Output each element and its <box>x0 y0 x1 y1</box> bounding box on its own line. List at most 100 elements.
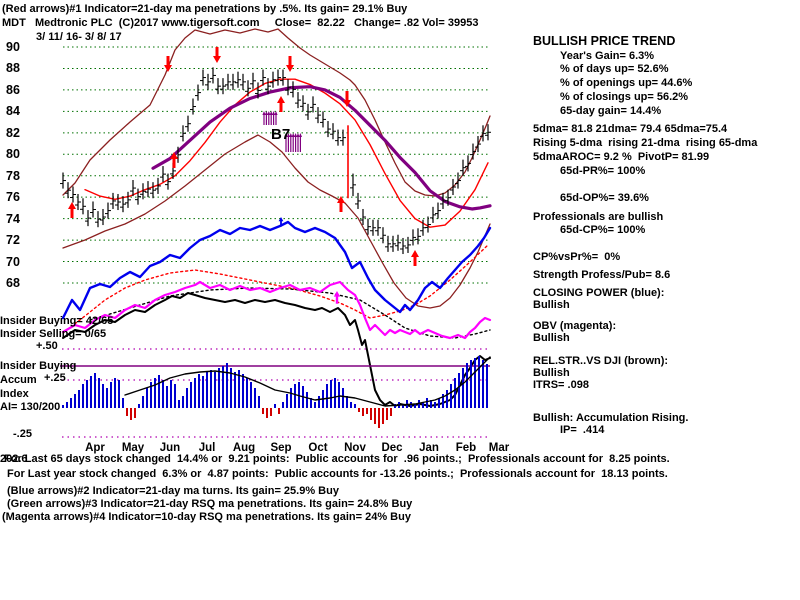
days-up: % of days up= 52.6% <box>560 63 669 75</box>
accum-state: Bullish: Accumulation Rising. <box>533 412 689 424</box>
ai-title-1: Insider Buying <box>0 360 77 372</box>
dma-values: 5dma= 81.8 21dma= 79.4 65dma=75.4 <box>533 123 728 135</box>
closing-power-line <box>61 220 492 320</box>
professionals: Professionals are bullish <box>533 211 664 223</box>
y-axis-label-72: 72 <box>6 233 20 248</box>
x-axis-month-Dec: Dec <box>381 442 403 454</box>
buy-signal-red-up-arrow <box>170 152 178 168</box>
buy-signal-red-up-arrow <box>277 96 285 112</box>
insider-buying-hatch-tip <box>294 133 298 137</box>
aroc-pivot: 5dmaAROC= 9.2 % PivotP= 81.99 <box>533 151 710 163</box>
x-axis-month-Oct: Oct <box>308 442 328 454</box>
insider-buying-hatch-tip <box>286 133 290 137</box>
indicator4-legend: (Magenta arrows)#4 Indicator=10-day RSQ … <box>2 511 411 523</box>
ai-value: AI= 130/200 <box>0 401 61 413</box>
insider-selling-count: Insider Selling= 0/65 <box>0 328 107 340</box>
x-axis-month-May: May <box>121 442 145 454</box>
closing-power-head: CLOSING POWER (blue): <box>533 287 665 299</box>
y-axis-label-74: 74 <box>6 211 20 226</box>
obv-line <box>61 280 492 340</box>
y-axis-label-78: 78 <box>6 168 20 183</box>
strength: Strength Profess/Pub= 8.6 <box>533 269 671 281</box>
lower-band-line <box>62 134 491 309</box>
years-gain: Year's Gain= 6.3% <box>560 50 655 62</box>
sell-signal-red-down-arrow <box>286 56 294 72</box>
indicator3-legend: (Green arrows)#3 Indicator=21-day RSQ ma… <box>7 498 413 510</box>
ai-title-2: Accum <box>0 374 37 386</box>
op-pct: 65d-OP%= 39.6% <box>560 192 649 204</box>
openings-up: % of openings up= 44.6% <box>560 77 693 89</box>
insider-buying-hatch-tip <box>284 133 288 137</box>
relstr-black-line <box>62 292 491 407</box>
y-axis-label-80: 80 <box>6 147 20 162</box>
summary-65day: For Last 65 days stock changed 14.4% or … <box>4 453 670 465</box>
ai-plus50: +.50 <box>36 340 58 352</box>
insider-buying-hatch-tip <box>264 111 268 115</box>
insider-buying-hatch-tip <box>291 133 295 137</box>
y-axis-label-90: 90 <box>6 40 20 54</box>
relstr-head: REL.STR..VS DJI (brown): <box>533 355 669 367</box>
insider-buying-count: Insider Buying= 42/65 <box>0 315 114 327</box>
quote-line: MDT Medtronic PLC (C)2017 www.tigersoft.… <box>2 17 479 29</box>
y-axis-label-88: 88 <box>6 61 20 76</box>
sell-signal-red-down-arrow <box>164 56 172 72</box>
x-axis-month-Jan: Jan <box>419 442 439 454</box>
ma21-line <box>84 78 489 228</box>
insider-buying-hatch-tip <box>274 111 278 115</box>
insider-buying-hatch-tip <box>267 111 271 115</box>
summary-year: For Last year stock changed 6.3% or 4.87… <box>7 468 668 480</box>
insider-buying-hatch-tip <box>289 133 293 137</box>
dma-rising: Rising 5-dma rising 21-dma rising 65-dma <box>533 137 758 149</box>
insider-buying-hatch-tip <box>298 133 302 137</box>
pr-pct: 65d-PR%= 100% <box>560 165 646 177</box>
y-axis-label-84: 84 <box>6 104 20 119</box>
itrs: ITRS= .098 <box>533 379 589 391</box>
gain-65day: 65-day gain= 14.4% <box>560 105 662 117</box>
sell-signal-red-down-arrow <box>213 47 221 63</box>
date-range: 3/ 11/ 16- 3/ 8/ 17 <box>36 31 122 43</box>
insider-buying-hatch-tip <box>272 111 276 115</box>
closing-power-state: Bullish <box>533 299 570 311</box>
relstr-state: Bullish <box>533 367 570 379</box>
y-axis-label-86: 86 <box>6 82 20 97</box>
x-axis-month-Jul: Jul <box>198 442 216 454</box>
insider-buying-hatch-tip <box>262 111 266 115</box>
indicator2-legend: (Blue arrows)#2 Indicator=21-day ma turn… <box>7 485 339 497</box>
y-axis-label-82: 82 <box>6 125 20 140</box>
x-axis-month-Apr: Apr <box>85 442 105 454</box>
blue-up-arrow <box>278 217 284 227</box>
ai-moving-average-line <box>124 356 491 407</box>
b7-annotation: B7 <box>271 126 291 143</box>
closings-up: % of closings up= 56.2% <box>560 91 689 103</box>
obv-state: Bullish <box>533 332 570 344</box>
cp-vs-pr: CP%vsPr%= 0% <box>533 251 621 263</box>
x-axis-month-Nov: Nov <box>344 442 366 454</box>
x-axis-month-Jun: Jun <box>159 442 181 454</box>
y-axis-label-68: 68 <box>6 275 20 290</box>
ai-title-3: Index <box>0 388 29 400</box>
indicator1-legend: (Red arrows)#1 Indicator=21-day ma penet… <box>2 3 408 15</box>
x-axis-month-Aug: Aug <box>232 442 256 454</box>
obv-head: OBV (magenta): <box>533 320 617 332</box>
y-axis-label-70: 70 <box>6 254 20 269</box>
x-axis-month-Feb: Feb <box>455 442 477 454</box>
insider-buying-hatch-tip <box>269 111 273 115</box>
overlapped-value: 202.6 <box>0 453 28 465</box>
ip-value: IP= .414 <box>560 424 605 436</box>
buy-signal-red-up-arrow <box>337 196 345 212</box>
x-axis-month-Mar: Mar <box>488 442 510 454</box>
x-axis-month-Sep: Sep <box>270 442 292 454</box>
trend-heading: BULLISH PRICE TREND <box>533 34 676 48</box>
obv-red-dotted-ma <box>62 244 489 334</box>
buy-signal-red-up-arrow <box>411 250 419 266</box>
insider-buying-hatch-tip <box>296 133 300 137</box>
magenta-up-arrow <box>333 291 341 304</box>
cp-pct: 65d-CP%= 100% <box>560 224 646 236</box>
ai-minus25: -.25 <box>13 428 32 440</box>
sell-signal-red-down-arrow <box>343 91 351 107</box>
y-axis-label-76: 76 <box>6 190 20 205</box>
buy-signal-red-up-arrow <box>68 202 76 218</box>
ai-plus25: +.25 <box>44 372 66 384</box>
